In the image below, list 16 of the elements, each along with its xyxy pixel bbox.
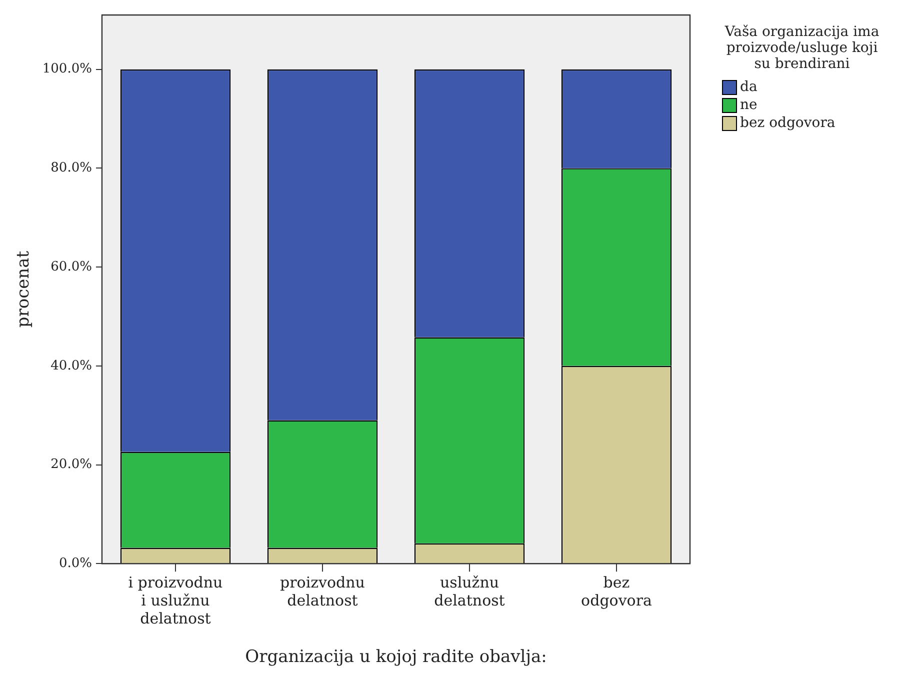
legend-title: Vaša organizacija ima proizvode/usluge koji su brendirani [724, 24, 880, 72]
y-tick-label: 40.0% [50, 358, 92, 374]
y-tick-label: 100.0% [42, 62, 92, 77]
y-tick-label: 0.0% [58, 556, 92, 571]
y-tick-label: 60.0% [50, 259, 92, 274]
y-axis-title: procenat [14, 250, 34, 328]
x-tick-label: proizvodnu delatnost [280, 573, 366, 610]
text: da [740, 79, 758, 95]
y-tick-label: 20.0% [50, 457, 92, 472]
x-tick-label: i proizvodnu i uslužnu delatnost [128, 573, 224, 628]
legend-label: ne [740, 97, 758, 113]
x-tick-label: bez odgovora [581, 573, 652, 610]
x-tick-label: uslužnu delatnost [434, 573, 505, 610]
x-axis-title: Organizacija u kojoj radite obavlja: [245, 647, 547, 668]
y-tick-label: 80.0% [50, 160, 92, 176]
legend-label: bez odgovora [740, 115, 836, 131]
